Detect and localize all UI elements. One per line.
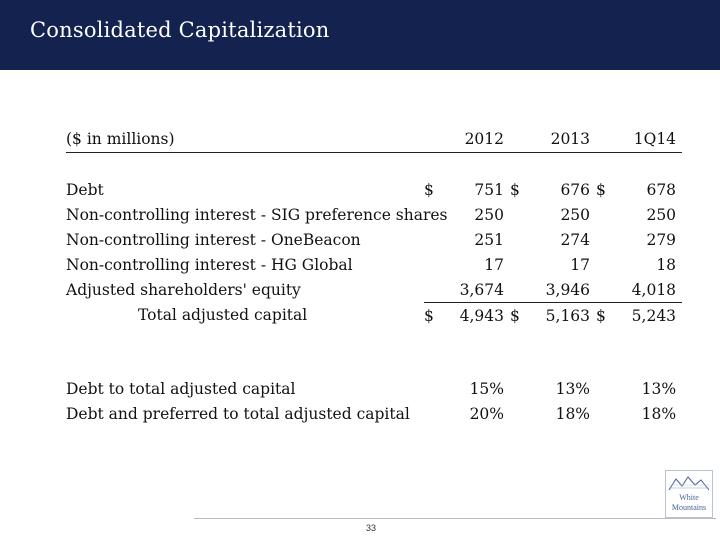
value-2013: 676 — [560, 180, 591, 199]
title-bar: Consolidated Capitalization — [0, 0, 720, 70]
currency-symbol: $ — [424, 302, 446, 328]
row-label: Debt and preferred to total adjusted cap… — [66, 404, 410, 423]
value-2012: 3,674 — [459, 280, 505, 299]
table-row-debt: Debt $ 751 $ 676 $ 678 — [66, 177, 682, 202]
table-header-row: ($ in millions) 2012 2013 1Q14 — [66, 126, 683, 153]
value-1q14: 678 — [646, 180, 677, 199]
table-row-debt-preferred-ratio: Debt and preferred to total adjusted cap… — [66, 401, 682, 426]
value-2012: 15% — [469, 379, 505, 398]
value-1q14: 4,018 — [631, 280, 677, 299]
total-1q14: 5,243 — [618, 302, 683, 328]
total-label: Total adjusted capital — [138, 306, 308, 325]
footer-divider — [194, 518, 716, 519]
value-2013: 13% — [555, 379, 591, 398]
value-2012: 250 — [474, 205, 505, 224]
value-2012: 17 — [484, 255, 505, 274]
table-row-total: Total adjusted capital $ 4,943 $ 5,163 $… — [66, 302, 683, 328]
value-1q14: 18 — [656, 255, 677, 274]
gap-row — [66, 328, 682, 376]
row-label: Non-controlling interest - OneBeacon — [66, 230, 361, 249]
value-2013: 250 — [560, 205, 591, 224]
row-label: Non-controlling interest - SIG preferenc… — [66, 205, 448, 224]
capitalization-table: ($ in millions) 2012 2013 1Q14 Debt $ 75… — [66, 126, 683, 426]
row-label: Debt — [66, 180, 104, 199]
currency-symbol: $ — [424, 180, 434, 199]
logo-text-line2: Mountains — [671, 503, 707, 512]
table-row-onebeacon: Non-controlling interest - OneBeacon 251… — [66, 227, 682, 252]
row-label: Non-controlling interest - HG Global — [66, 255, 353, 274]
value-2013: 17 — [570, 255, 591, 274]
units-label: ($ in millions) — [66, 126, 424, 153]
column-header-2013: 2013 — [510, 126, 597, 153]
value-1q14: 13% — [641, 379, 677, 398]
currency-symbol: $ — [596, 302, 619, 328]
value-1q14: 279 — [646, 230, 677, 249]
row-label: Adjusted shareholders' equity — [66, 280, 301, 299]
currency-symbol: $ — [596, 180, 606, 199]
value-1q14: 250 — [646, 205, 677, 224]
total-2012: 4,943 — [446, 302, 511, 328]
column-header-1q14: 1Q14 — [596, 126, 683, 153]
value-2012: 251 — [474, 230, 505, 249]
mountain-icon — [668, 476, 710, 491]
table-row-hg-global: Non-controlling interest - HG Global 17 … — [66, 252, 682, 277]
total-2013: 5,163 — [532, 302, 597, 328]
spacer-row — [66, 153, 682, 178]
value-2012: 20% — [469, 404, 505, 423]
table-row-debt-ratio: Debt to total adjusted capital 15% 13% 1… — [66, 376, 682, 401]
value-2013: 274 — [560, 230, 591, 249]
table-row-shareholders-equity: Adjusted shareholders' equity 3,674 3,94… — [66, 277, 682, 303]
value-1q14: 18% — [641, 404, 677, 423]
capitalization-table-container: ($ in millions) 2012 2013 1Q14 Debt $ 75… — [66, 126, 683, 426]
white-mountains-logo: White Mountains — [665, 470, 713, 518]
currency-symbol: $ — [510, 180, 520, 199]
value-2013: 18% — [555, 404, 591, 423]
column-header-2012: 2012 — [424, 126, 511, 153]
logo-text-line1: White — [679, 493, 699, 502]
currency-symbol: $ — [510, 302, 533, 328]
value-2012: 751 — [474, 180, 505, 199]
value-2013: 3,946 — [545, 280, 591, 299]
row-label: Debt to total adjusted capital — [66, 379, 296, 398]
table-row-sig-preference: Non-controlling interest - SIG preferenc… — [66, 202, 682, 227]
slide-title: Consolidated Capitalization — [30, 18, 330, 42]
page-number: 33 — [366, 523, 377, 533]
